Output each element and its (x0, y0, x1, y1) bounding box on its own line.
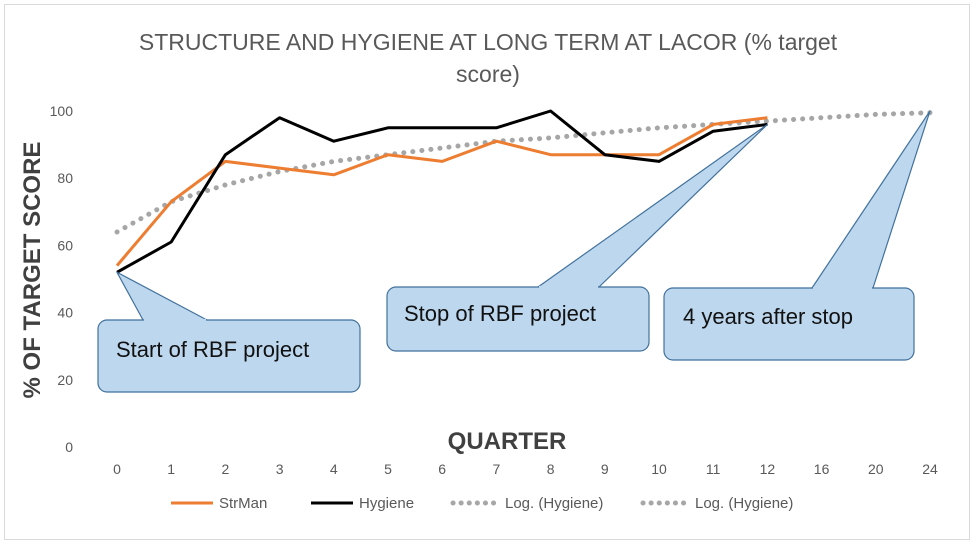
series-hygiene-line (116, 109, 768, 274)
x-tick-label: 16 (814, 461, 830, 477)
x-tick-label: 20 (868, 461, 884, 477)
legend-label: Log. (Hygiene) (505, 495, 603, 512)
x-tick-label: 24 (922, 461, 938, 477)
x-tick-label: 8 (547, 461, 555, 477)
y-tick-label: 80 (57, 170, 73, 186)
x-tick-label: 1 (167, 461, 175, 477)
legend-label: Hygiene (359, 495, 414, 512)
legend-entry: Hygiene (311, 495, 414, 512)
x-tick-label: 7 (493, 461, 501, 477)
y-tick-label: 40 (57, 305, 73, 321)
chart-frame (4, 4, 970, 540)
x-tick-label: 0 (113, 461, 121, 477)
callout-3: 4 years after stop (663, 110, 931, 361)
x-tick-label: 3 (276, 461, 284, 477)
x-tick-label: 9 (601, 461, 609, 477)
x-tick-label: 5 (384, 461, 392, 477)
callout-1: Start of RBF project (97, 271, 361, 393)
legend-entry: StrMan (171, 495, 267, 512)
legend-label: Log. (Hygiene) (695, 495, 793, 512)
callout-box (386, 286, 650, 352)
callout-text: 4 years after stop (683, 304, 853, 329)
y-axis-label: % OF TARGET SCORE (19, 142, 46, 399)
trendline-hygiene (114, 110, 933, 235)
x-tick-label: 10 (651, 461, 667, 477)
y-tick-label: 0 (65, 439, 73, 455)
legend-entry: Log. (Hygiene) (640, 495, 793, 512)
x-tick-label: 12 (760, 461, 776, 477)
callout-text: Stop of RBF project (404, 301, 596, 326)
x-tick-label: 2 (222, 461, 230, 477)
callout-pointer (116, 271, 208, 321)
legend-entry: Log. (Hygiene) (450, 495, 603, 512)
x-tick-label: 6 (438, 461, 446, 477)
legend-label: StrMan (219, 495, 267, 512)
callout-2: Stop of RBF project (386, 123, 768, 352)
callout-box (97, 319, 361, 393)
chart-title-line2: score) (456, 61, 520, 87)
y-tick-label: 20 (57, 372, 73, 388)
callout-pointer (537, 123, 768, 288)
x-axis-label: QUARTER (448, 428, 567, 455)
callout-pointer (811, 110, 931, 289)
x-tick-label: 11 (706, 461, 721, 477)
chart-title-line1: STRUCTURE AND HYGIENE AT LONG TERM AT LA… (138, 29, 838, 55)
callout-box (663, 287, 915, 361)
y-tick-label: 100 (50, 103, 74, 119)
y-tick-label: 60 (57, 237, 73, 253)
x-tick-label: 4 (330, 461, 338, 477)
series-strman-line (115, 116, 768, 267)
callout-text: Start of RBF project (116, 337, 309, 362)
